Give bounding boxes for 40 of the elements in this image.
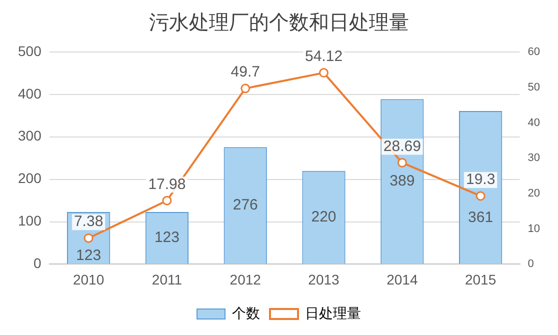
legend-label: 日处理量: [305, 304, 361, 321]
point: [84, 233, 94, 243]
x-tick-label: 2011: [152, 271, 182, 288]
data-label: 49.7: [230, 64, 260, 81]
point: [476, 191, 486, 201]
x-tick-label: 2010: [72, 271, 104, 288]
x-tick-label: 2015: [464, 271, 496, 288]
data-label: 123: [76, 247, 102, 264]
y2-tick-label: 30: [528, 152, 540, 164]
x-tick-label: 2012: [230, 271, 262, 288]
x-tick-label: 2013: [308, 271, 340, 288]
y2-tick-label: 60: [528, 46, 540, 58]
y-tick-label: 200: [18, 170, 42, 186]
x-tick-label: 2014: [386, 271, 418, 288]
data-label: 220: [311, 208, 336, 226]
y2-tick-label: 20: [528, 188, 540, 200]
point: [397, 158, 407, 168]
y2-tick-label: 10: [528, 222, 540, 235]
point: [240, 84, 250, 94]
point: [162, 196, 172, 206]
y-tick-label: 0: [34, 255, 42, 272]
y-tick-label: 400: [18, 85, 42, 102]
y2-tick-label: 40: [528, 116, 540, 129]
data-label: 54.12: [304, 48, 343, 65]
data-label: 389: [390, 172, 415, 190]
data-label: 361: [468, 209, 494, 226]
y2-tick-label: 50: [528, 81, 540, 94]
data-label: 276: [232, 196, 258, 214]
chart-title: 污水处理厂的个数和日处理量: [149, 10, 409, 34]
data-label: 123: [154, 228, 180, 246]
data-label: 17.98: [148, 176, 186, 193]
point: [319, 68, 329, 78]
data-label: 28.69: [383, 138, 421, 155]
data-label: 19.3: [466, 171, 496, 188]
y2-tick-label: 0: [528, 258, 534, 270]
legend-label: 个数: [232, 304, 260, 321]
y-tick-label: 500: [18, 42, 42, 59]
y-tick-label: 300: [18, 128, 42, 144]
y-tick-label: 100: [18, 212, 42, 229]
data-label: 7.38: [74, 213, 104, 230]
